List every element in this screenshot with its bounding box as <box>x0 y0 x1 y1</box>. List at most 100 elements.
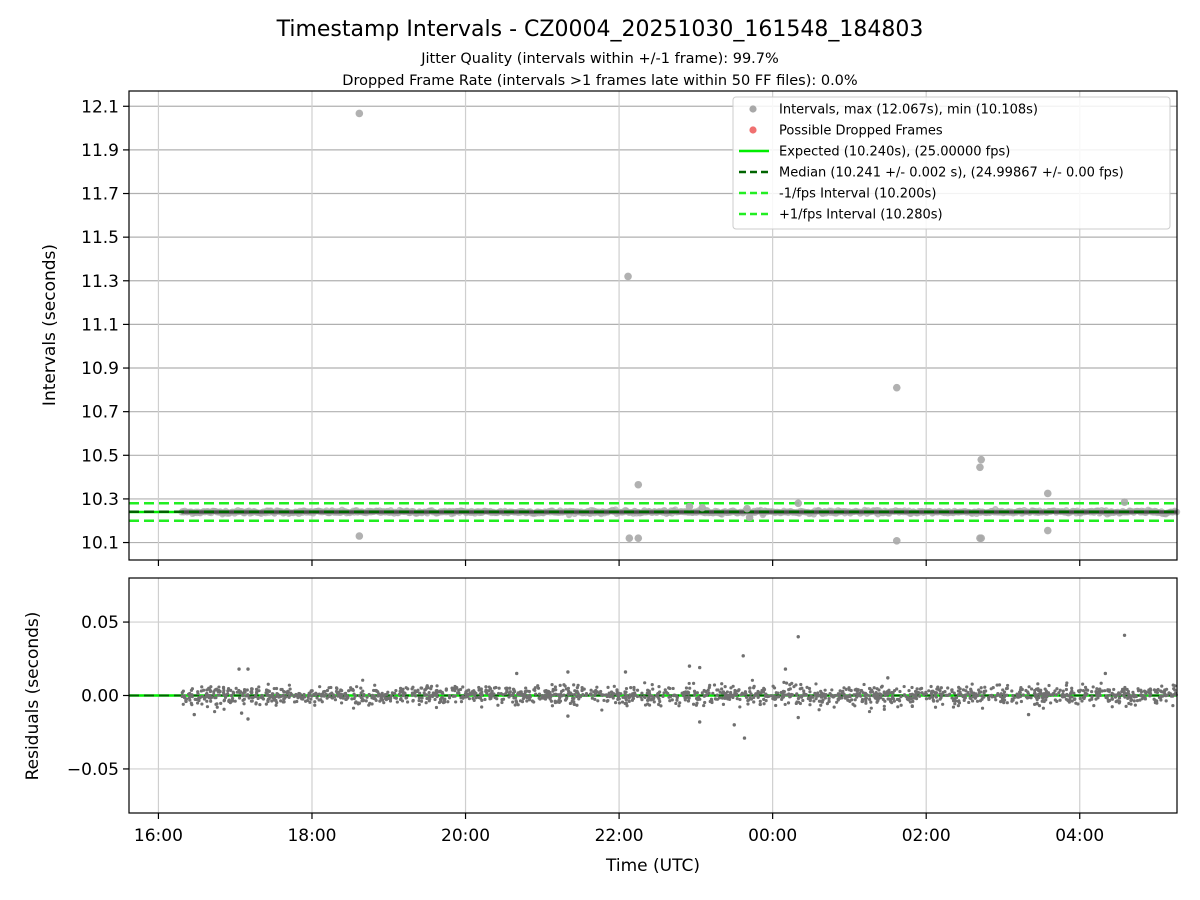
residual-point <box>816 691 820 695</box>
residual-point <box>934 694 938 698</box>
residual-point <box>1002 692 1006 697</box>
residual-point <box>635 688 640 692</box>
residual-point <box>875 697 879 701</box>
residual-point <box>190 687 194 691</box>
residual-point <box>970 699 975 703</box>
residual-point <box>1005 693 1009 697</box>
residual-point <box>1155 688 1159 693</box>
residual-point <box>801 698 805 703</box>
residual-point <box>1018 690 1022 694</box>
residual-point <box>258 702 262 707</box>
residual-point <box>323 689 327 694</box>
residual-point <box>702 703 706 708</box>
residual-point <box>565 696 569 700</box>
residual-point <box>984 689 988 693</box>
residual-point <box>454 686 458 691</box>
residual-point <box>928 696 932 700</box>
residual-point <box>399 690 403 694</box>
residual-point <box>784 693 788 697</box>
residual-point <box>411 692 415 696</box>
residual-point <box>715 688 719 692</box>
residual-point <box>370 702 374 706</box>
residual-point <box>439 697 443 701</box>
residual-point <box>361 697 365 702</box>
residual-point <box>899 703 903 707</box>
legend-marker <box>749 105 757 113</box>
residual-point <box>982 691 986 695</box>
x-axis-label: Time (UTC) <box>605 856 700 876</box>
residual-point <box>1105 696 1109 700</box>
residual-point <box>474 691 478 695</box>
residual-point <box>190 703 194 707</box>
residual-point <box>1148 691 1152 695</box>
residual-point <box>814 697 818 701</box>
residual-point <box>566 686 571 690</box>
residual-point <box>1132 693 1136 697</box>
residual-point <box>1135 699 1140 703</box>
residual-point <box>1164 699 1168 703</box>
residual-point <box>652 700 656 704</box>
residual-point <box>573 689 577 693</box>
residual-point <box>576 683 580 687</box>
residual-point <box>1070 686 1074 690</box>
residual-outlier-point <box>741 654 745 658</box>
residual-outlier-point <box>698 665 702 670</box>
residual-point <box>443 697 447 701</box>
residual-point <box>518 699 523 703</box>
residual-point <box>233 699 237 703</box>
residual-point <box>467 697 472 701</box>
legend-marker <box>749 126 757 134</box>
residual-point <box>490 689 494 693</box>
residual-point <box>737 688 741 692</box>
residual-point <box>397 692 401 697</box>
residual-outlier-point <box>566 714 570 718</box>
residual-point <box>882 704 886 708</box>
residual-point <box>1106 688 1110 692</box>
residual-point <box>444 688 448 692</box>
residual-point <box>184 699 188 703</box>
residual-point <box>761 690 766 694</box>
residual-point <box>1050 693 1055 697</box>
residual-point <box>351 706 356 710</box>
residual-point <box>380 694 384 698</box>
residual-point <box>235 690 239 694</box>
residual-point <box>772 686 777 690</box>
residual-point <box>446 700 450 704</box>
residual-point <box>197 698 201 703</box>
residual-point <box>325 688 330 693</box>
residual-point <box>774 703 778 708</box>
residual-point <box>650 683 654 687</box>
residual-point <box>313 703 317 707</box>
x-tick-label: 04:00 <box>1055 826 1104 846</box>
residual-point <box>205 705 210 709</box>
residual-point <box>308 700 312 704</box>
interval-outlier-point <box>976 463 984 472</box>
residual-point <box>762 697 766 701</box>
residual-point <box>279 699 283 703</box>
residual-point <box>500 700 504 705</box>
residual-point <box>827 697 831 701</box>
residual-point <box>831 694 835 698</box>
residual-point <box>819 689 823 693</box>
residual-point <box>912 696 916 700</box>
chart-legend: Intervals, max (12.067s), min (10.108s) P… <box>732 96 1171 230</box>
residual-point <box>424 693 429 697</box>
residual-point <box>461 695 466 699</box>
residual-point <box>198 696 202 700</box>
residual-point <box>474 696 478 700</box>
residual-point <box>758 699 762 704</box>
residual-outlier-point <box>192 712 196 717</box>
residual-point <box>428 697 432 701</box>
residual-point <box>306 698 310 703</box>
residual-point <box>807 686 812 691</box>
residuals-y-tick-label: 0.00 <box>81 687 119 707</box>
residual-point <box>645 691 649 695</box>
residual-point <box>748 690 752 694</box>
residual-point <box>814 693 818 697</box>
residual-point <box>417 696 421 700</box>
residual-point <box>437 700 442 705</box>
residual-point <box>929 684 933 689</box>
residual-point <box>1098 687 1102 691</box>
residual-point <box>1053 689 1057 693</box>
residual-point <box>952 691 956 695</box>
